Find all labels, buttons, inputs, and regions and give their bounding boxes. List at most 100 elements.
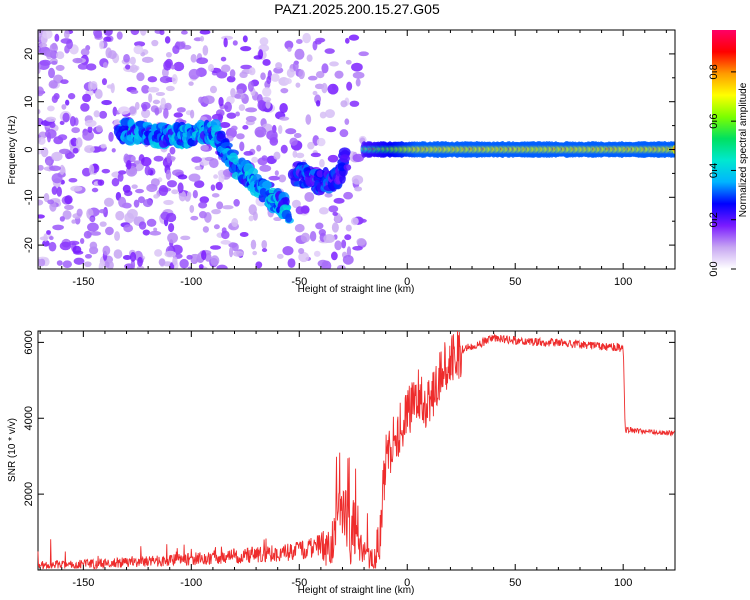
spectrogram-cell <box>38 86 45 97</box>
spectrogram-cell <box>276 253 284 259</box>
spectrogram-cell <box>226 112 237 119</box>
colorbar-label: Normalized spectral amplitude <box>738 82 749 217</box>
snr-ticks: -150 -100 -50 0 50 100 2000 4000 6000 <box>23 330 675 589</box>
spectrogram-cell <box>137 256 143 267</box>
spectrogram-cell <box>355 78 361 87</box>
spectrogram-cell <box>270 73 280 82</box>
spectrogram-cell <box>188 173 201 182</box>
snr-x-tick-label: -100 <box>180 577 202 589</box>
spectrogram-cell <box>346 246 352 258</box>
spectrogram-cell <box>209 158 219 169</box>
spectrogram-cell <box>190 109 195 119</box>
spectrogram-cell <box>79 238 85 244</box>
spectrogram-cell <box>172 45 180 55</box>
spectrogram-cell <box>232 250 245 257</box>
spectrogram-cell <box>83 230 92 239</box>
spectrogram-cell <box>170 64 175 70</box>
spectrogram-cell <box>316 169 325 178</box>
spectrogram-cell <box>262 87 272 97</box>
spectrogram-cell <box>181 30 188 35</box>
spectrogram-cell <box>108 131 114 142</box>
spectrogram-cell <box>133 41 146 47</box>
spectrogram-cell <box>316 137 326 147</box>
spectrogram-cell <box>262 181 272 189</box>
spectrogram-cell <box>147 76 158 83</box>
spectrogram-cell <box>323 234 336 244</box>
spectrogram-cell <box>232 40 238 46</box>
spectrogram-cell <box>231 218 239 228</box>
spectrogram-cell <box>197 258 204 263</box>
spectrogram-cell <box>211 193 220 198</box>
spectrogram-cell <box>255 261 263 269</box>
spectrogram-cell <box>339 129 349 138</box>
spectrogram-cell <box>312 90 318 96</box>
spectrogram-cell <box>282 196 290 207</box>
spectrogram-cell <box>71 219 77 224</box>
spectrogram-cell <box>186 191 192 199</box>
spectrogram-cell <box>198 211 207 219</box>
spectrogram-cell <box>186 254 193 260</box>
spectrogram-cell <box>130 89 139 94</box>
spectrogram-cell <box>93 110 100 118</box>
spectrogram-cell <box>144 165 151 176</box>
spectrogram-cell <box>129 56 136 65</box>
spectrogram-cell <box>130 259 136 269</box>
spectrogram-cell <box>100 143 107 149</box>
spectrogram-cell <box>129 64 139 73</box>
spectrogram-cell <box>254 126 267 138</box>
spectrogram-cell <box>245 107 258 113</box>
spectrogram-cell <box>95 125 103 133</box>
spectrogram-cell <box>294 48 305 60</box>
spectrogram-cell <box>199 30 211 35</box>
spectrogram-cell <box>89 80 98 90</box>
spectrogram-cell <box>142 229 151 236</box>
spectrogram-cell <box>72 57 83 64</box>
spectrogram-cell <box>216 264 228 269</box>
spectrogram-cell <box>285 128 297 135</box>
spectrogram-cell <box>233 198 240 207</box>
spectrogram-cell <box>166 180 177 188</box>
spectrogram-cell <box>221 35 234 40</box>
spectrogram-y-axis-label: Frequency (Hz) <box>7 116 18 185</box>
spectrogram-cell <box>99 110 108 119</box>
spectrogram-cell <box>287 47 292 52</box>
spectrogram-cell <box>315 70 325 79</box>
spectrogram-cell <box>188 68 200 80</box>
spectrogram-cell <box>273 217 282 222</box>
spectrogram-cell <box>141 84 150 94</box>
spectrogram-cell <box>220 56 227 62</box>
spectrogram-cell <box>221 230 230 240</box>
spectrogram-heatmap <box>38 30 675 269</box>
spectrogram-cell <box>352 153 364 163</box>
spectrogram-cell <box>201 250 207 261</box>
spectrogram-cell <box>38 62 41 70</box>
spectrogram-cell <box>163 107 169 119</box>
spectrogram-cell <box>259 37 269 46</box>
spectrogram-cell <box>126 160 132 170</box>
colorbar-ticks: 0.0 0.2 0.4 0.6 0.8 <box>708 64 736 277</box>
spectrogram-cell <box>262 59 271 66</box>
snr-x-tick-label: -50 <box>291 577 307 589</box>
spectrogram-cell <box>213 224 220 230</box>
spectrogram-cell <box>88 164 95 175</box>
spectrogram-cell <box>97 179 105 186</box>
spectrogram-cell <box>233 93 241 99</box>
spectrogram-cell <box>101 168 111 174</box>
spectrogram-cell <box>72 245 82 254</box>
spectrogram-cell <box>211 209 221 215</box>
spectrogram-cell <box>38 109 41 115</box>
spectrogram-x-tick-label: -150 <box>72 276 94 288</box>
spectrogram-cell <box>240 45 252 52</box>
spectrogram-cell <box>59 164 65 175</box>
spectrogram-cell <box>64 195 73 205</box>
spectrogram-cell <box>126 208 138 219</box>
spectrogram-cell <box>325 109 335 119</box>
snr-y-tick-label: 6000 <box>23 330 35 354</box>
spectrogram-cell <box>75 137 83 149</box>
snr-x-tick-label: 50 <box>509 577 521 589</box>
spectrogram-cell <box>82 130 94 141</box>
spectrogram-cell <box>167 232 179 244</box>
spectrogram-cell <box>159 75 172 84</box>
spectrogram-cell <box>247 81 254 92</box>
spectrogram-cell <box>151 39 159 47</box>
